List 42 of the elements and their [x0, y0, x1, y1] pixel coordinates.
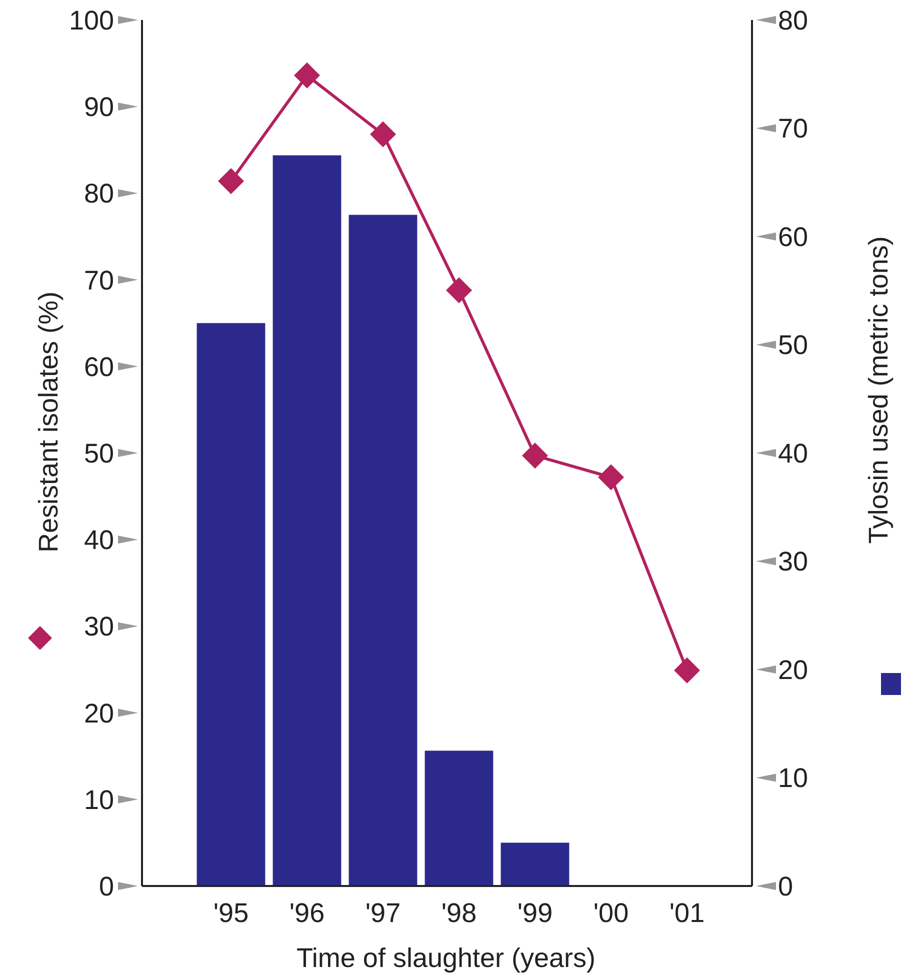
- y-tick-label: 90: [84, 92, 114, 122]
- y2-tick-label: 70: [778, 114, 808, 144]
- y2-axis-title: Tylosin used (metric tons): [863, 236, 894, 544]
- y2-tick-label: 20: [778, 654, 808, 685]
- point: [218, 168, 244, 194]
- x-tick-label: '99: [517, 898, 553, 928]
- point: [674, 657, 700, 684]
- y-tick-label: 60: [84, 352, 114, 382]
- y2-tick-label: 10: [778, 763, 808, 794]
- bar: [196, 323, 266, 886]
- bar: [500, 842, 570, 886]
- y-tick-label: 100: [68, 5, 114, 36]
- y-tick-label: 10: [84, 784, 114, 815]
- bar: [272, 155, 342, 886]
- x-tick-label: '97: [365, 898, 401, 928]
- y2-tick-label: 80: [778, 5, 808, 36]
- y2-tick-label: 60: [778, 222, 808, 252]
- x-tick-label: '01: [669, 898, 705, 928]
- y-axis-title: Resistant isolates (%): [33, 291, 64, 553]
- y-tick-label: 70: [84, 265, 114, 296]
- x-tick-label: '98: [441, 898, 477, 928]
- point: [522, 442, 548, 469]
- bar: [424, 750, 494, 886]
- x-axis-title: Time of slaughter (years): [296, 943, 596, 973]
- y-tick-label: 0: [98, 871, 114, 902]
- y2-tick-label: 50: [778, 330, 808, 360]
- x-tick-label: '96: [289, 898, 325, 928]
- point: [446, 277, 472, 304]
- point: [294, 62, 320, 88]
- point: [598, 464, 624, 490]
- point: [370, 121, 396, 148]
- bar: [348, 214, 418, 886]
- x-tick-label: '00: [593, 898, 629, 928]
- y-tick-label: 30: [84, 612, 114, 642]
- y-tick-label: 20: [84, 698, 114, 728]
- y2-tick-label: 30: [778, 546, 808, 577]
- y-tick-label: 40: [84, 525, 114, 556]
- y-tick-label: 50: [84, 438, 114, 468]
- x-tick-label: '95: [213, 898, 249, 928]
- y2-tick-label: 40: [778, 438, 808, 468]
- y-tick-label: 80: [84, 178, 114, 209]
- y2-tick-label: 0: [778, 871, 794, 902]
